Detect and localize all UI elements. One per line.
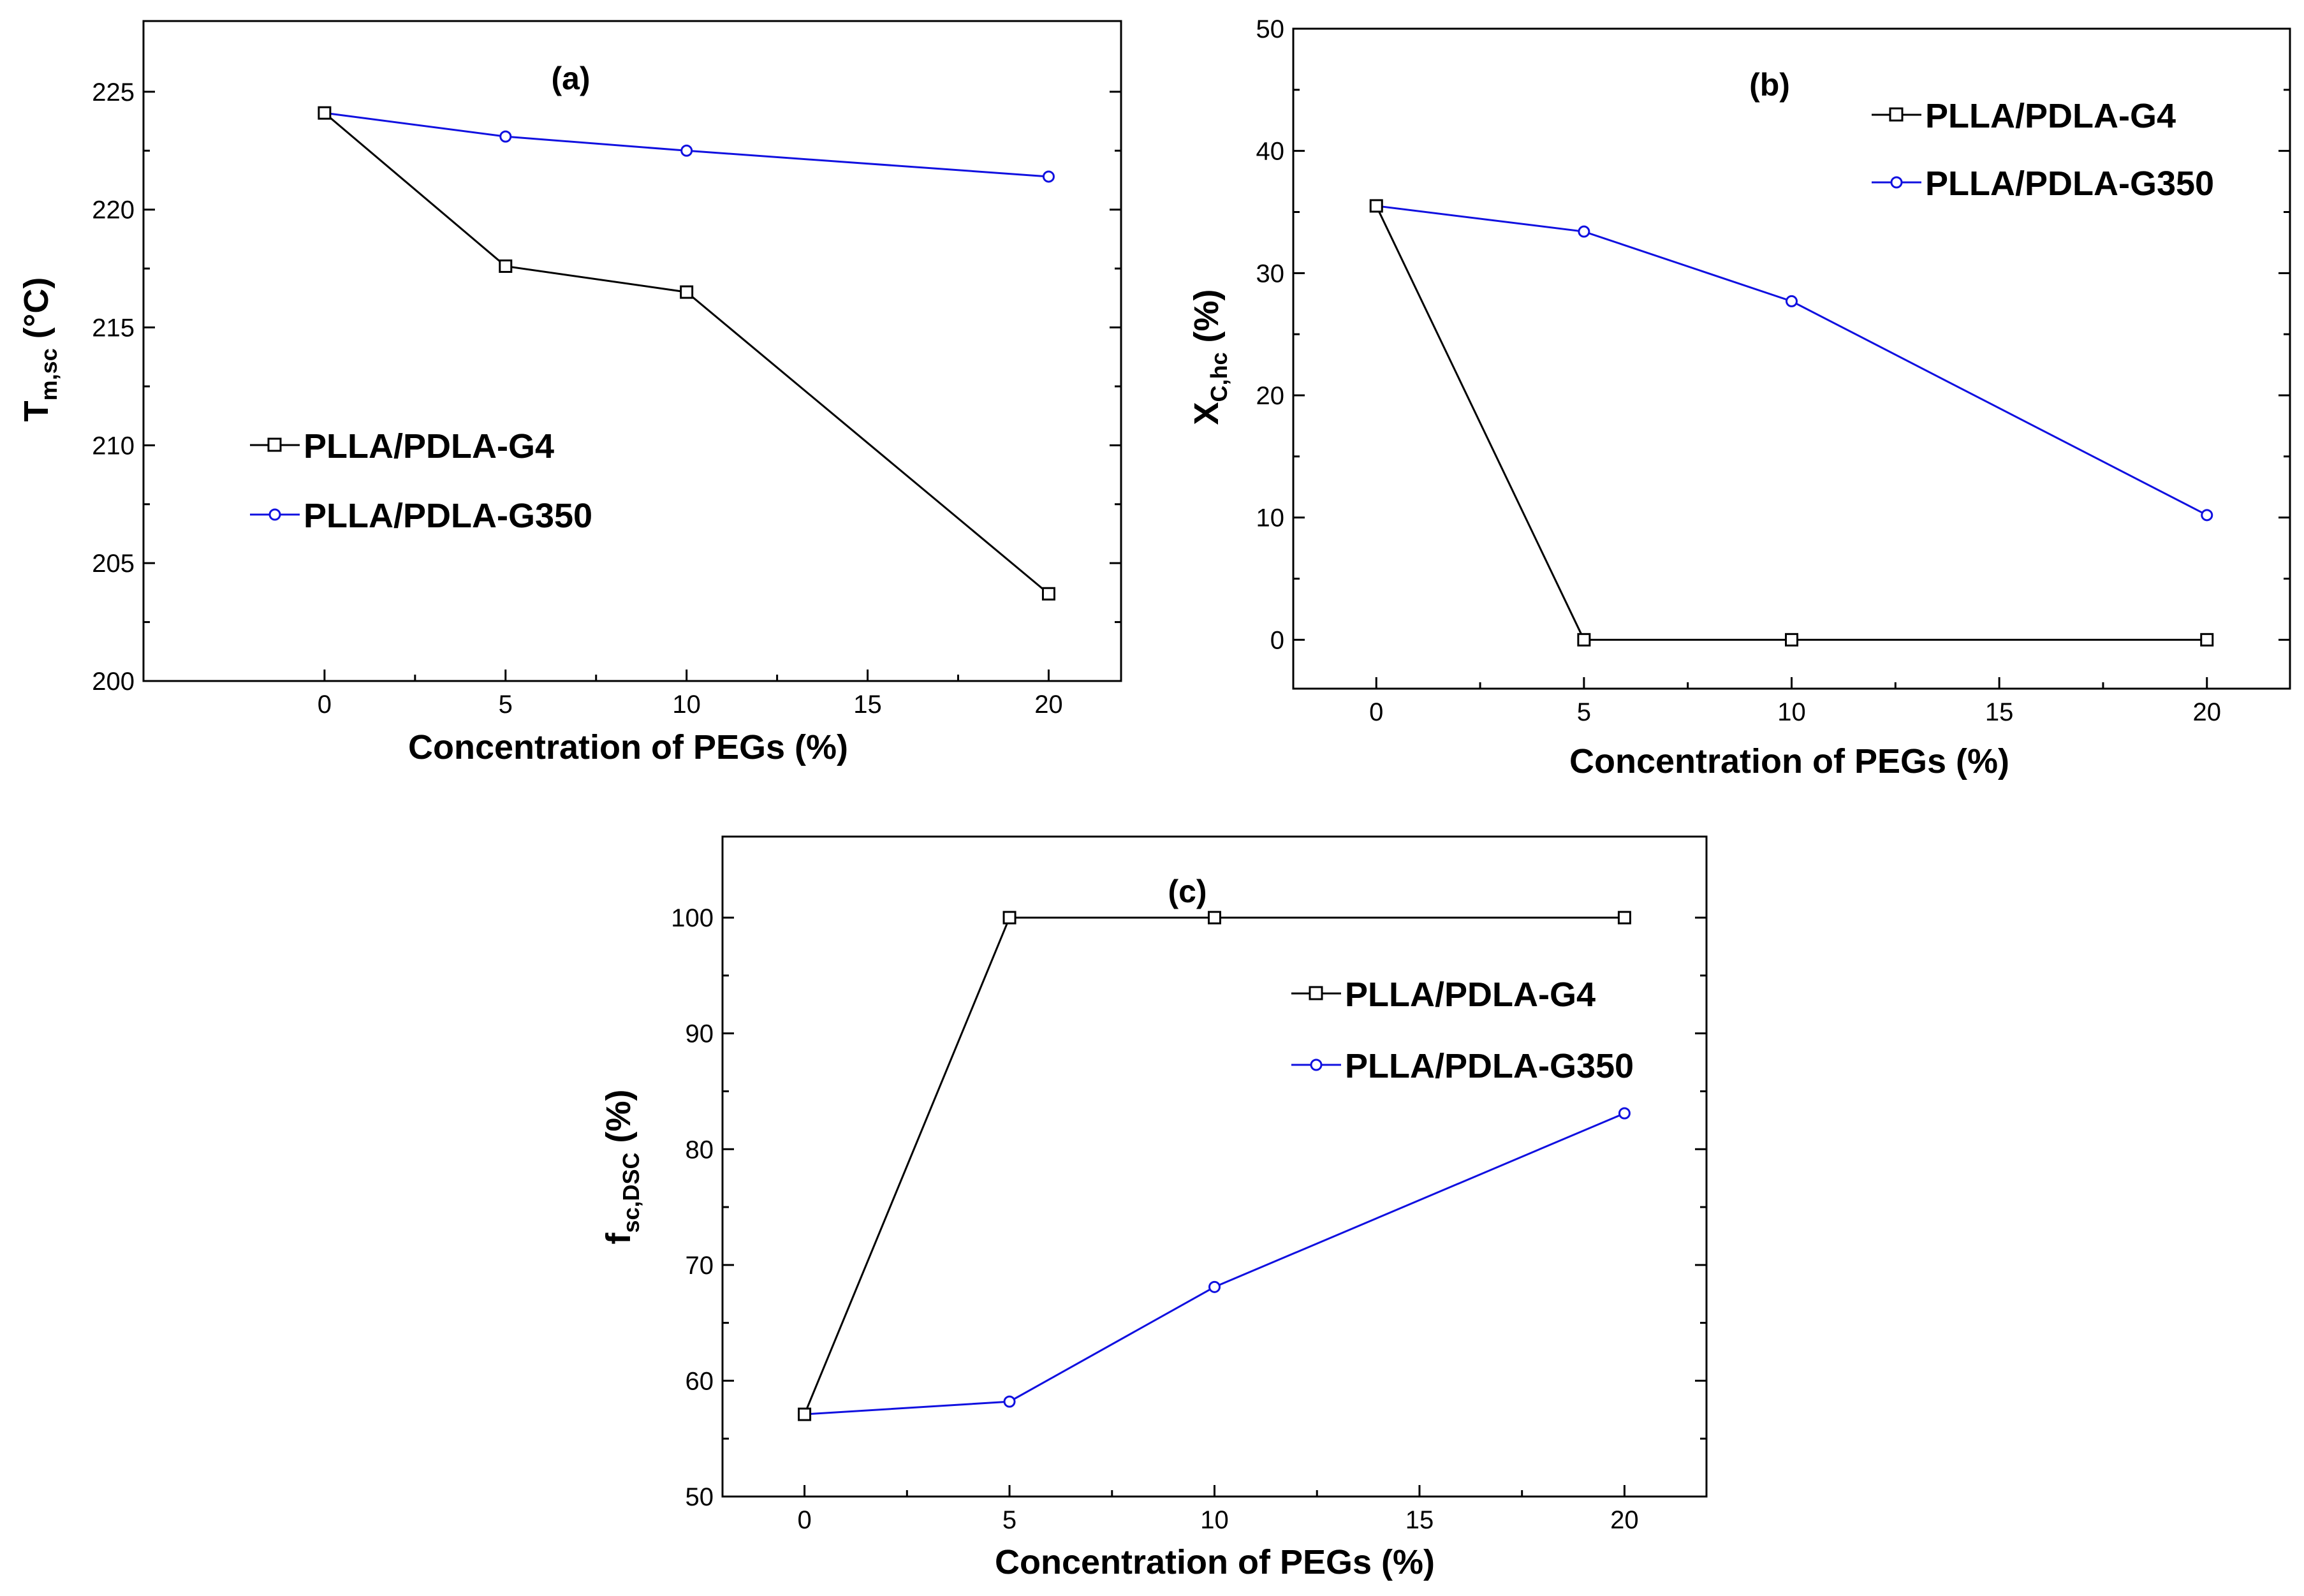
legend: PLLA/PDLA-G4 PLLA/PDLA-G350 [1872,97,2214,203]
y-tick-label: 215 [92,314,135,342]
data-point-g350 [1003,1395,1016,1408]
y-axis-label-main: X [1187,402,1226,425]
x-tick-label: 10 [1200,1506,1229,1534]
y-axis-label-main: f [599,1233,638,1245]
x-tick-label: 15 [1405,1506,1434,1534]
data-point-g4 [499,259,513,273]
x-tick-label: 10 [1777,698,1806,726]
y-axis-label-unit: (%) [599,1089,638,1152]
x-tick-label: 0 [1369,698,1383,726]
y-tick-label: 50 [686,1483,714,1511]
x-axis-label: Concentration of PEGs (%) [1569,742,2009,780]
data-point-g4 [1577,633,1591,647]
y-tick-label: 220 [92,196,135,224]
legend-marker-g4 [1889,107,1904,122]
panel-label: (c) [1168,874,1207,909]
series-line-g4 [1375,205,2207,641]
y-axis-label: XC,hc (%) [1187,289,1232,425]
x-axis-label: Concentration of PEGs (%) [408,728,848,766]
legend: PLLA/PDLA-G4 PLLA/PDLA-G350 [250,427,592,535]
data-point-g350 [1578,225,1590,238]
panel-a: 0 5 10 15 20 200 205 210 215 220 225 (a) Concentra… [17,20,1122,766]
data-point-g4 [1785,633,1798,647]
legend-marker-g350 [1890,176,1903,189]
data-point-g4 [798,1407,812,1421]
y-tick-label: 205 [92,550,135,578]
legend-marker-g350 [268,508,281,521]
data-point-g350 [1042,170,1055,183]
y-tick-label: 30 [1256,260,1285,288]
panel-label: (a) [551,61,590,96]
y-tick-label: 225 [92,78,135,106]
y-tick-label: 80 [686,1136,714,1164]
y-tick-label: 70 [686,1252,714,1280]
x-tick-label: 5 [1577,698,1591,726]
data-point-g4 [680,285,694,299]
data-point-g4 [1369,199,1383,213]
x-tick-label: 20 [1034,691,1063,719]
legend-label-g350: PLLA/PDLA-G350 [1925,165,2214,203]
data-point-g350 [1208,1280,1221,1293]
legend-marker-g4 [1309,986,1323,1000]
legend-label-g4: PLLA/PDLA-G4 [304,427,554,465]
plot-frame [142,20,1122,682]
y-tick-label: 60 [686,1367,714,1395]
x-axis-label: Concentration of PEGs (%) [995,1543,1435,1581]
data-point-g4 [1208,911,1221,925]
y-axis-label-sub: C,hc [1206,352,1232,402]
y-axis-label-unit: (°C) [17,277,55,349]
y-tick-label: 10 [1256,504,1285,532]
x-tick-label: 5 [499,691,513,719]
data-point-g350 [680,144,693,157]
x-tick-label: 20 [2193,698,2222,726]
data-point-g4 [1002,911,1016,925]
y-tick-label: 210 [92,432,135,460]
plot-frame [721,835,1708,1498]
x-tick-label: 20 [1610,1506,1639,1534]
data-point-g4 [318,106,332,120]
x-tick-label: 0 [318,691,332,719]
data-point-g350 [2201,509,2213,522]
y-tick-label: 90 [686,1020,714,1048]
y-tick-label: 20 [1256,382,1285,410]
panel-b: 0 5 10 15 20 0 10 20 30 40 50 (b) Concentration of… [1187,15,2291,780]
series-line-g4 [323,112,1050,595]
y-tick-label: 100 [671,904,714,932]
y-tick-label: 50 [1256,15,1285,43]
x-tick-label: 15 [1985,698,2014,726]
series-line-g350 [804,1112,1625,1416]
data-point-g4 [2200,633,2214,647]
legend-label-g4: PLLA/PDLA-G4 [1925,97,2176,135]
legend-label-g350: PLLA/PDLA-G350 [1345,1047,1634,1085]
x-tick-label: 10 [672,691,701,719]
y-tick-label: 0 [1270,626,1284,654]
series-line-g350 [1376,205,2208,516]
panel-label: (b) [1749,67,1790,103]
legend-label-g4: PLLA/PDLA-G4 [1345,976,1596,1014]
y-axis-label-unit: (%) [1187,289,1226,352]
data-point-g4 [1041,587,1055,601]
x-tick-label: 0 [797,1506,811,1534]
y-axis-label-sub: m,sc [36,348,62,400]
legend: PLLA/PDLA-G4 PLLA/PDLA-G350 [1291,976,1634,1085]
x-tick-label: 15 [853,691,882,719]
legend-label-g350: PLLA/PDLA-G350 [304,497,592,535]
y-axis-label-main: T [17,400,55,421]
x-tick-label: 5 [1002,1506,1016,1534]
legend-marker-g350 [1310,1058,1323,1071]
y-axis-label: Tm,sc (°C) [17,277,62,422]
legend-marker-g4 [267,437,282,452]
data-point-g350 [1786,295,1798,307]
panel-c: 0 5 10 15 20 50 60 70 80 90 100 (c) Concentration … [599,835,1708,1581]
series-line-g4 [803,916,1625,1415]
series-line-g350 [324,112,1049,178]
data-point-g350 [499,130,512,143]
y-tick-label: 200 [92,668,135,696]
y-tick-label: 40 [1256,138,1285,166]
y-axis-label-sub: sc,DSC [618,1152,644,1233]
data-point-g4 [1617,911,1631,925]
y-axis-label: fsc,DSC (%) [599,1089,644,1244]
data-point-g350 [1618,1107,1631,1120]
